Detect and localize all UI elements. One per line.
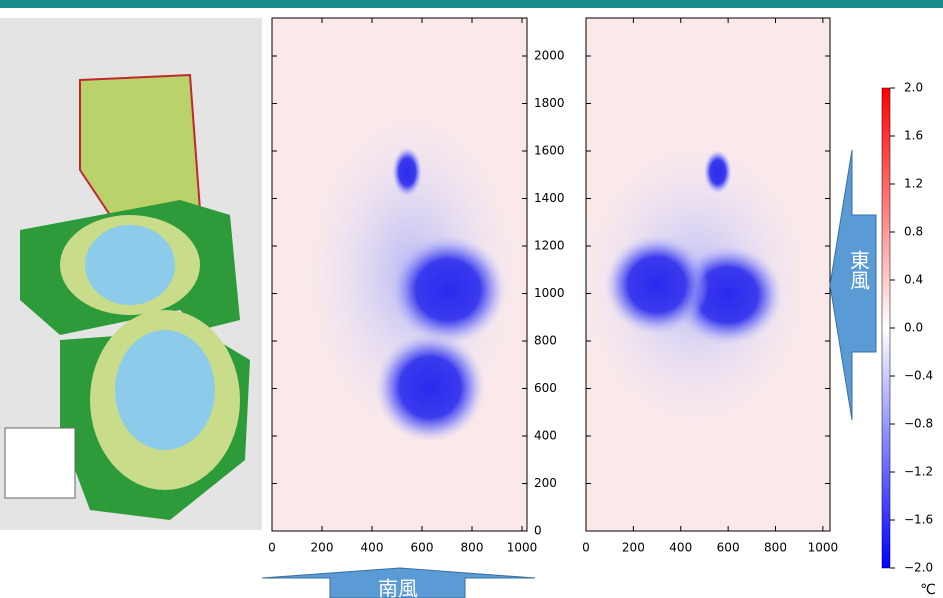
colorbar-tick-label: −0.8 xyxy=(904,417,933,431)
colorbar-tick-label: 2.0 xyxy=(904,81,923,95)
colorbar-tick-label: −1.2 xyxy=(904,465,933,479)
cool-spot xyxy=(392,147,422,197)
x-tick-label: 0 xyxy=(268,541,276,555)
x-tick-label: 600 xyxy=(411,541,434,555)
site-map xyxy=(0,18,262,530)
y-tick-label: 800 xyxy=(534,334,557,348)
y-tick-label: 600 xyxy=(534,381,557,395)
figure: 0 200 400 600 800 1000 0 200 400 600 800 1000 1200 14… xyxy=(0,0,943,598)
cool-spot xyxy=(605,235,709,335)
colorbar-unit: ℃ xyxy=(920,582,936,598)
cool-spot xyxy=(704,150,732,194)
y-tick-label: 1600 xyxy=(534,144,565,158)
colorbar-tick-label: −0.4 xyxy=(904,369,933,383)
colorbar-tick-label: −1.6 xyxy=(904,513,933,527)
header-bar xyxy=(0,0,943,8)
colorbar-tick-label: 1.2 xyxy=(904,177,923,191)
arrow-east: 東風 xyxy=(830,150,876,420)
x-tick-label: 1000 xyxy=(808,541,839,555)
y-tick-label: 1400 xyxy=(534,191,565,205)
cool-spot xyxy=(390,235,506,345)
x-tick-label: 200 xyxy=(622,541,645,555)
arrow-label: 東風 xyxy=(847,250,871,290)
y-tick-label: 2000 xyxy=(534,49,565,63)
x-tick-label: 400 xyxy=(361,541,384,555)
colorbar-tick-label: 0.0 xyxy=(904,321,923,335)
y-tick-label: 1200 xyxy=(534,239,565,253)
x-tick-label: 600 xyxy=(717,541,740,555)
x-tick-label: 400 xyxy=(669,541,692,555)
y-tick-label: 0 xyxy=(534,524,542,538)
x-tick-label: 1000 xyxy=(507,541,538,555)
colorbar-tick-label: −2.0 xyxy=(904,561,933,575)
y-tick-label: 200 xyxy=(534,476,557,490)
x-tick-label: 200 xyxy=(311,541,334,555)
colorbar-tick-label: 0.4 xyxy=(904,273,923,287)
colorbar-tick-label: 1.6 xyxy=(904,129,923,143)
arrow-south: 南風 xyxy=(262,568,535,598)
x-tick-label: 800 xyxy=(764,541,787,555)
x-tick-label: 0 xyxy=(582,541,590,555)
arrow-label: 南風 xyxy=(378,577,418,598)
y-tick-label: 400 xyxy=(534,429,557,443)
x-tick-label: 800 xyxy=(461,541,484,555)
colorbar-tick-label: 0.8 xyxy=(904,225,923,239)
colorbar xyxy=(882,88,890,568)
y-tick-label: 1000 xyxy=(534,286,565,300)
y-tick-label: 1800 xyxy=(534,96,565,110)
cool-spot xyxy=(375,332,485,442)
